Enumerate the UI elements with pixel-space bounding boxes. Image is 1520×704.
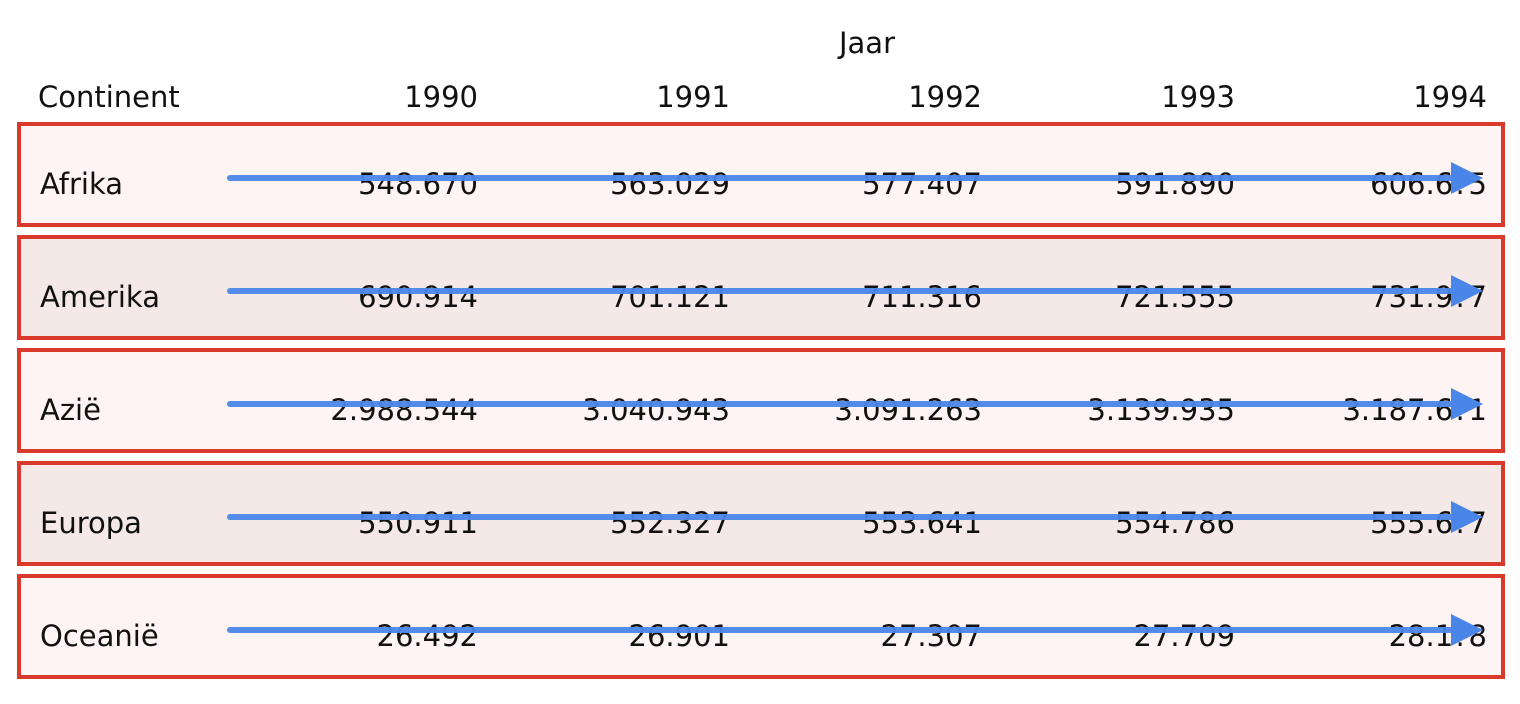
cell-afrika-1991: 563.029	[610, 167, 730, 201]
cell-europa-1993: 554.786	[1115, 506, 1235, 540]
table-row-europa: Europa 550.911 552.327 553.641 554.786 555.6?…	[17, 461, 1505, 566]
cell-oceanië-1994: 28.1?8	[1388, 619, 1487, 653]
cell-azië-1992: 3.091.263	[834, 393, 982, 427]
row-label: Oceanië	[40, 619, 159, 653]
cell-amerika-1993: 721.555	[1115, 280, 1235, 314]
cell-oceanië-1990: 26.492	[376, 619, 478, 653]
table-row-amerika: Amerika 690.914 701.121 711.316 721.555 731.9…	[17, 235, 1505, 340]
column-header-1991: 1991	[656, 80, 730, 114]
cell-afrika-1993: 591.890	[1115, 167, 1235, 201]
cell-azië-1993: 3.139.935	[1087, 393, 1235, 427]
cell-azië-1991: 3.040.943	[582, 393, 730, 427]
table-row-afrika: Afrika 548.670 563.029 577.407 591.890 606.6?…	[17, 122, 1505, 227]
table-row-oceanië: Oceanië 26.492 26.901 27.307 27.709 28.1?8	[17, 574, 1505, 679]
trend-arrow-icon	[227, 614, 1483, 646]
cell-oceanië-1991: 26.901	[628, 619, 730, 653]
column-header-title: Jaar	[0, 24, 1520, 62]
row-label: Afrika	[40, 167, 124, 201]
cell-europa-1990: 550.911	[358, 506, 478, 540]
cell-afrika-1992: 577.407	[862, 167, 982, 201]
row-label: Amerika	[40, 280, 160, 314]
row-label: Azië	[40, 393, 101, 427]
row-header-title: Continent	[38, 80, 180, 114]
trend-arrow-icon	[227, 501, 1483, 533]
column-header-1993: 1993	[1161, 80, 1235, 114]
column-header-1990: 1990	[404, 80, 478, 114]
row-label: Europa	[40, 506, 142, 540]
cell-afrika-1994: 606.6?5	[1370, 167, 1487, 201]
cell-europa-1991: 552.327	[610, 506, 730, 540]
column-header-1994: 1994	[1413, 80, 1487, 114]
cell-amerika-1991: 701.121	[610, 280, 730, 314]
table-row-azië: Azië 2.988.544 3.040.943 3.091.263 3.139.935…	[17, 348, 1505, 453]
cell-oceanië-1993: 27.709	[1133, 619, 1235, 653]
cell-europa-1992: 553.641	[862, 506, 982, 540]
cell-amerika-1992: 711.316	[862, 280, 982, 314]
table-header: Continent 1990 1991 1992 1993 1994	[0, 78, 1520, 116]
table-body: Afrika 548.670 563.029 577.407 591.890 606.6?…	[17, 122, 1505, 687]
column-header-1992: 1992	[908, 80, 982, 114]
cell-afrika-1990: 548.670	[358, 167, 478, 201]
cell-azië-1990: 2.988.544	[330, 393, 478, 427]
cell-amerika-1990: 690.914	[358, 280, 478, 314]
column-header-title-text: Jaar	[838, 26, 896, 60]
trend-arrow-icon	[227, 275, 1483, 307]
cell-europa-1994: 555.6?7	[1370, 506, 1487, 540]
trend-arrow-icon	[227, 388, 1483, 420]
trend-arrow-icon	[227, 162, 1483, 194]
cell-oceanië-1992: 27.307	[880, 619, 982, 653]
cell-azië-1994: 3.187.6?1	[1342, 393, 1487, 427]
cell-amerika-1994: 731.9?7	[1370, 280, 1487, 314]
